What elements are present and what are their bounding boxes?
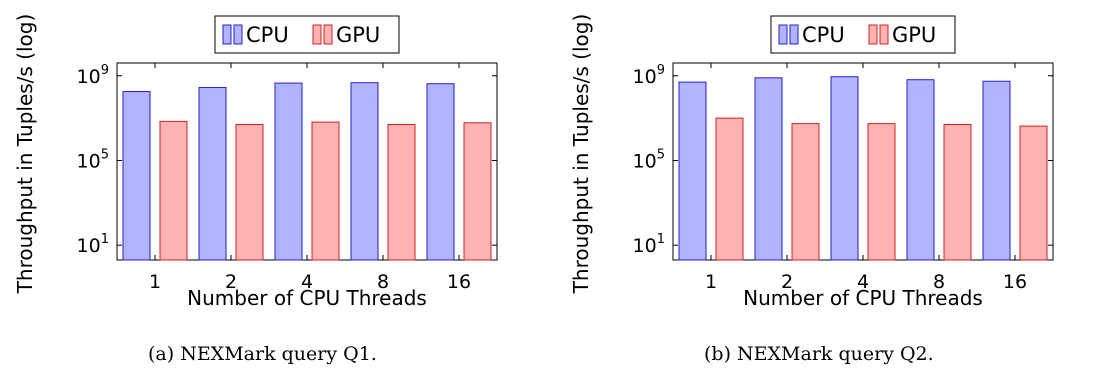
legend-entry-gpu: GPU — [868, 23, 936, 47]
bar-cpu-2 — [198, 86, 227, 261]
x-tick-label: 2 — [781, 271, 793, 293]
bar-cpu-4 — [830, 76, 859, 261]
legend-label: CPU — [802, 23, 845, 47]
y-tick-base: 10 — [77, 66, 101, 88]
y-tick-label: 101 — [633, 232, 665, 257]
x-axis-label: Number of CPU Threads — [187, 286, 427, 310]
y-tick-exponent: 9 — [657, 63, 665, 78]
legend-swatch — [879, 24, 889, 45]
x-tick-label: 16 — [1003, 271, 1027, 293]
y-tick-label: 109 — [77, 63, 109, 88]
bar-gpu-1 — [159, 120, 188, 261]
bar-gpu-4 — [867, 123, 896, 261]
bar-cpu-16 — [426, 83, 455, 261]
legend-swatch — [222, 24, 232, 45]
y-axis-label: Throughput in Tuples/s (log) — [13, 14, 37, 295]
legend-entry-gpu: GPU — [312, 23, 380, 47]
x-tick-label: 8 — [933, 271, 945, 293]
legend-box — [214, 15, 400, 54]
y-tick-exponent: 1 — [101, 232, 109, 247]
bar-cpu-4 — [274, 82, 303, 261]
legend-label: GPU — [892, 23, 936, 47]
y-tick-exponent: 5 — [101, 147, 109, 162]
legend: CPU GPU — [214, 15, 400, 54]
legend-label: GPU — [336, 23, 380, 47]
bar-cpu-8 — [350, 82, 379, 261]
bar-gpu-2 — [235, 123, 264, 261]
figure-caption: (b) NEXMark query Q2. — [704, 343, 934, 365]
bar-cpu-16 — [982, 80, 1011, 261]
bar-gpu-8 — [387, 123, 416, 261]
bar-cpu-8 — [906, 79, 935, 261]
legend-entry-cpu: CPU — [778, 23, 845, 47]
y-tick-base: 10 — [633, 150, 657, 172]
bar-gpu-8 — [943, 123, 972, 261]
bar-gpu-16 — [463, 122, 492, 261]
y-tick-label: 101 — [77, 232, 109, 257]
y-tick-exponent: 1 — [657, 232, 665, 247]
y-tick-exponent: 5 — [657, 147, 665, 162]
chart-panel-q2: 101 105 109 1 2 4 8 16 Number of CPU Threads Thro… — [556, 0, 1112, 385]
y-tick-base: 10 — [633, 235, 657, 257]
x-tick-label: 4 — [301, 271, 313, 293]
y-tick-base: 10 — [633, 66, 657, 88]
legend-box — [770, 15, 956, 54]
bar-gpu-4 — [311, 121, 340, 261]
legend-swatch — [778, 24, 788, 45]
legend-entry-cpu: CPU — [222, 23, 289, 47]
y-tick-label: 105 — [633, 147, 665, 172]
legend-swatch — [233, 24, 243, 45]
bar-gpu-1 — [715, 117, 744, 261]
x-tick-label: 16 — [447, 271, 471, 293]
y-tick-base: 10 — [77, 235, 101, 257]
bar-cpu-2 — [754, 77, 783, 261]
y-tick-label: 105 — [77, 147, 109, 172]
x-tick-label: 1 — [705, 271, 717, 293]
legend-swatch — [312, 24, 322, 45]
legend-swatch — [789, 24, 799, 45]
bar-cpu-1 — [122, 91, 151, 261]
legend-swatch — [323, 24, 333, 45]
legend-label: CPU — [246, 23, 289, 47]
x-tick-label: 1 — [149, 271, 161, 293]
y-axis-label: Throughput in Tuples/s (log) — [569, 14, 593, 295]
bar-gpu-2 — [791, 123, 820, 261]
legend-swatch — [868, 24, 878, 45]
y-tick-exponent: 9 — [101, 63, 109, 78]
chart-panel-q1: 101 105 109 1 2 4 8 16 Number of CPU Threads Thro… — [0, 0, 556, 385]
x-axis-label: Number of CPU Threads — [743, 286, 983, 310]
bar-gpu-16 — [1019, 125, 1048, 261]
y-tick-base: 10 — [77, 150, 101, 172]
x-tick-label: 2 — [225, 271, 237, 293]
figure-caption: (a) NEXMark query Q1. — [148, 343, 377, 365]
x-tick-label: 4 — [857, 271, 869, 293]
bar-cpu-1 — [678, 81, 707, 261]
legend: CPU GPU — [770, 15, 956, 54]
x-tick-label: 8 — [377, 271, 389, 293]
y-tick-label: 109 — [633, 63, 665, 88]
